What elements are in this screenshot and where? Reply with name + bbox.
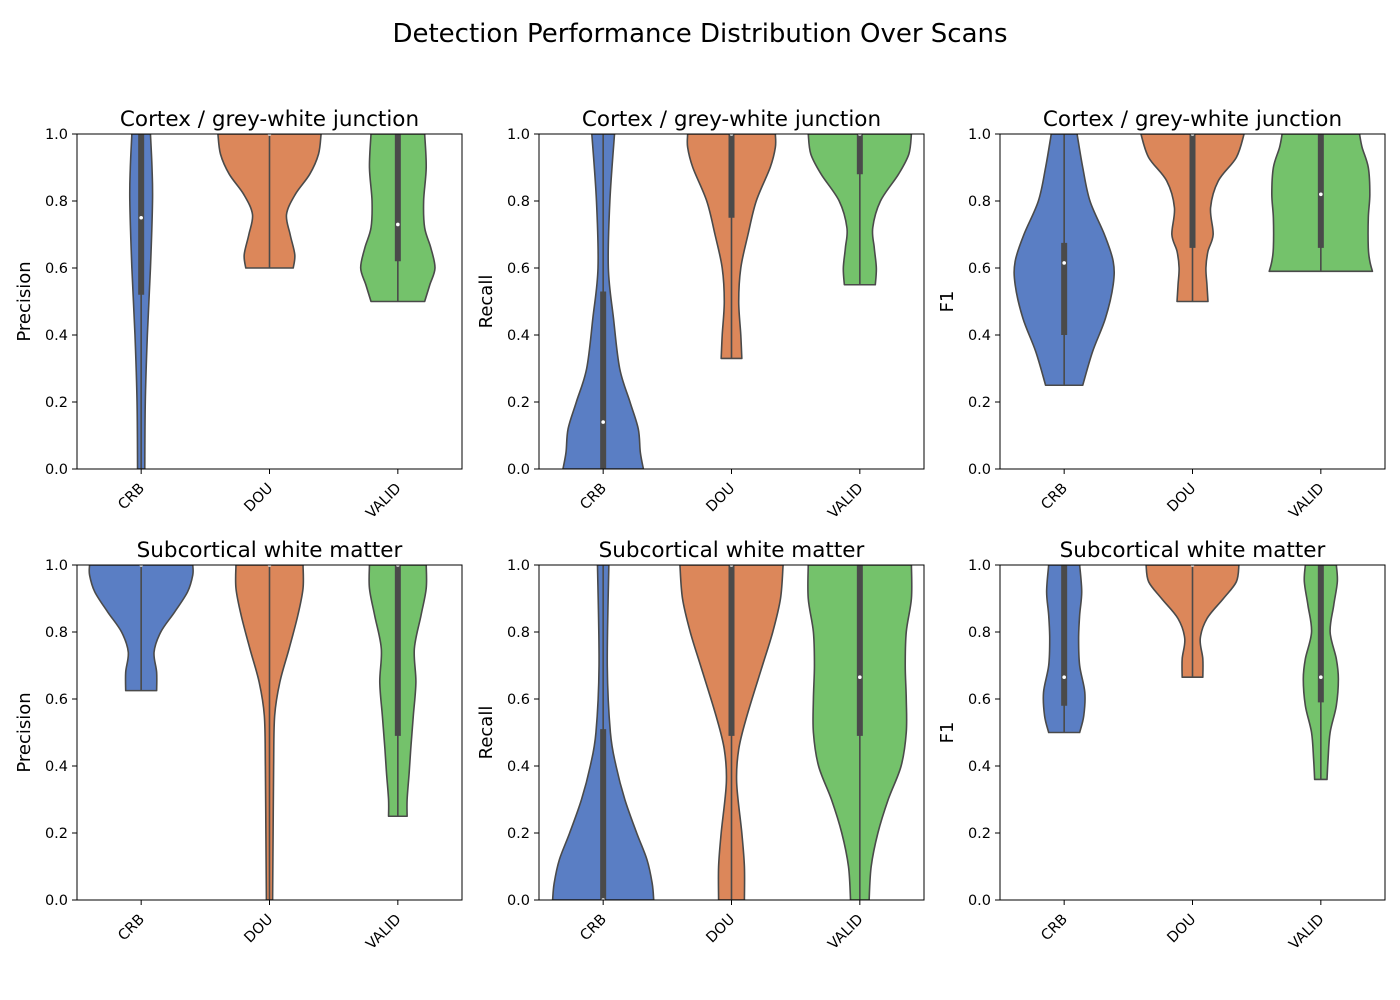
y-tick-label: 0.4 bbox=[507, 328, 530, 344]
median-point-crb bbox=[601, 420, 605, 424]
median-point-valid bbox=[1319, 192, 1323, 197]
panel-title: Cortex / grey-white junction bbox=[120, 107, 419, 132]
y-tick-label: 0.2 bbox=[45, 826, 68, 842]
violin-group bbox=[562, 134, 913, 469]
y-tick-label: 0.8 bbox=[507, 625, 530, 641]
panel-title: Cortex / grey-white junction bbox=[582, 107, 881, 132]
y-tick-label: 1.0 bbox=[968, 127, 991, 143]
violin-group bbox=[1042, 565, 1340, 781]
y-tick-label: 0.2 bbox=[507, 395, 530, 411]
y-tick-label: 0.0 bbox=[507, 893, 530, 909]
panel-title: Subcortical white matter bbox=[1060, 538, 1326, 563]
y-tick-label: 0.8 bbox=[45, 194, 68, 210]
y-tick-label: 0.0 bbox=[45, 893, 68, 909]
y-tick-label: 1.0 bbox=[968, 558, 991, 574]
median-point-crb bbox=[139, 215, 143, 220]
y-tick-label: 0.2 bbox=[968, 395, 991, 411]
y-tick-label: 0.2 bbox=[507, 826, 530, 842]
violin-group bbox=[551, 565, 913, 900]
y-tick-label: 1.0 bbox=[507, 127, 530, 143]
y-tick-label: 0.6 bbox=[968, 261, 991, 277]
y-tick-label: 0.8 bbox=[45, 625, 68, 641]
y-tick-label: 0.2 bbox=[45, 395, 68, 411]
figure-title: Detection Performance Distribution Over … bbox=[392, 19, 1007, 49]
violin-group bbox=[1013, 134, 1374, 387]
y-axis-label: Precision bbox=[14, 261, 35, 341]
y-tick-label: 0.6 bbox=[507, 692, 530, 708]
y-tick-label: 0.2 bbox=[968, 826, 991, 842]
panel-title: Subcortical white matter bbox=[137, 538, 403, 563]
violin-group bbox=[128, 134, 436, 469]
y-tick-label: 0.0 bbox=[968, 462, 991, 478]
y-tick-label: 1.0 bbox=[45, 127, 68, 143]
violin-group bbox=[88, 565, 428, 900]
y-tick-label: 1.0 bbox=[507, 558, 530, 574]
y-tick-label: 0.8 bbox=[968, 625, 991, 641]
median-point-valid bbox=[858, 675, 862, 680]
median-point-valid bbox=[396, 222, 400, 227]
y-tick-label: 0.0 bbox=[45, 462, 68, 478]
y-axis-label: Recall bbox=[476, 275, 497, 329]
y-tick-label: 0.4 bbox=[45, 328, 68, 344]
y-tick-label: 0.6 bbox=[45, 692, 68, 708]
y-tick-label: 0.8 bbox=[507, 194, 530, 210]
y-tick-label: 0.6 bbox=[45, 261, 68, 277]
y-tick-label: 0.4 bbox=[968, 759, 991, 775]
y-axis-label: Recall bbox=[476, 706, 497, 760]
median-point-crb bbox=[1062, 675, 1066, 680]
y-tick-label: 1.0 bbox=[45, 558, 68, 574]
median-point-crb bbox=[1062, 261, 1066, 265]
median-point-valid bbox=[1319, 675, 1323, 680]
y-tick-label: 0.4 bbox=[968, 328, 991, 344]
y-axis-label: Precision bbox=[14, 692, 35, 772]
y-tick-label: 0.6 bbox=[968, 692, 991, 708]
y-axis-label: F1 bbox=[937, 291, 958, 313]
y-tick-label: 0.0 bbox=[968, 893, 991, 909]
panel-title: Cortex / grey-white junction bbox=[1043, 107, 1342, 132]
y-tick-label: 0.4 bbox=[507, 759, 530, 775]
y-tick-label: 0.6 bbox=[507, 261, 530, 277]
y-tick-label: 0.0 bbox=[507, 462, 530, 478]
y-axis-label: F1 bbox=[937, 722, 958, 744]
y-tick-label: 0.8 bbox=[968, 194, 991, 210]
y-tick-label: 0.4 bbox=[45, 759, 68, 775]
panel-title: Subcortical white matter bbox=[599, 538, 865, 563]
